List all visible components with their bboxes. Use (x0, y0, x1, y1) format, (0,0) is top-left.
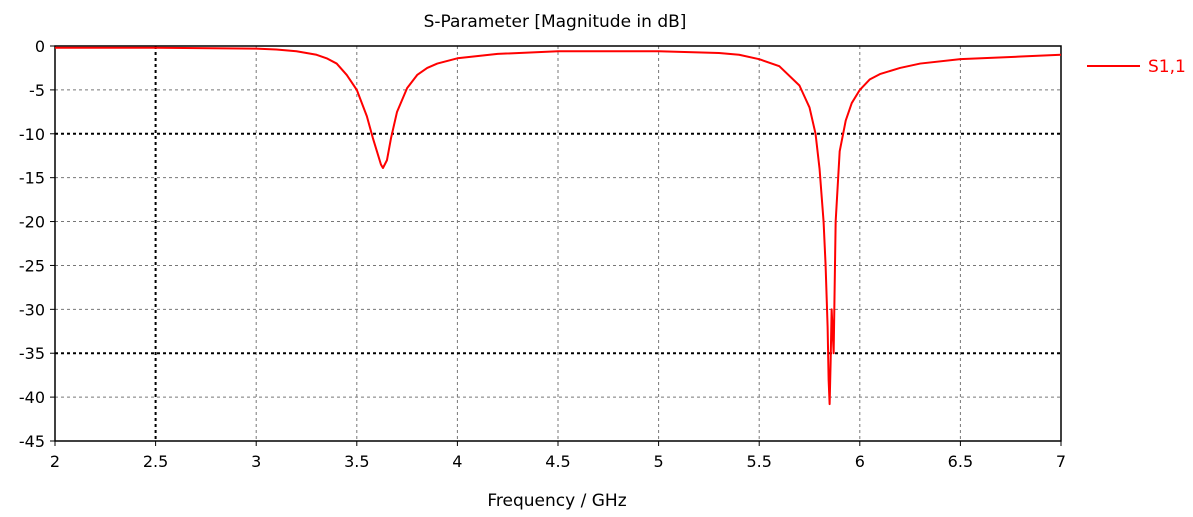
y-tick-label: -25 (19, 256, 45, 275)
y-tick-label: -35 (19, 344, 45, 363)
x-tick-label: 2.5 (143, 452, 168, 471)
x-tick-label: 4 (452, 452, 462, 471)
x-tick-label: 2 (50, 452, 60, 471)
y-tick-label: -10 (19, 125, 45, 144)
y-tick-label: -5 (29, 81, 45, 100)
x-tick-label: 3 (251, 452, 261, 471)
x-tick-label: 6 (855, 452, 865, 471)
series-line-s11 (55, 46, 1062, 406)
plot-area-frame (54, 45, 1062, 442)
y-axis-ticks: 0 -5 -10 -15 -20 -25 -30 -35 -40 -45 (19, 37, 55, 451)
x-tick-label: 4.5 (545, 452, 570, 471)
y-tick-label: -15 (19, 169, 45, 188)
y-tick-label: -20 (19, 213, 45, 232)
chart-title: S-Parameter [Magnitude in dB] (424, 12, 687, 32)
x-tick-label: 6.5 (948, 452, 973, 471)
x-tick-label: 5.5 (746, 452, 771, 471)
y-tick-label: 0 (35, 37, 45, 56)
x-axis-label: Frequency / GHz (487, 491, 626, 511)
y-tick-label: -40 (19, 388, 45, 407)
x-tick-label: 5 (654, 452, 664, 471)
series-group (55, 46, 1062, 406)
legend-label-s11: S1,1 (1148, 57, 1186, 77)
y-tick-label: -30 (19, 300, 45, 319)
x-axis-ticks: 2 2.5 3 3.5 4 4.5 5 5.5 6 6.5 7 (50, 441, 1066, 471)
y-tick-label: -45 (19, 432, 45, 451)
x-tick-label: 7 (1056, 452, 1066, 471)
grid-lines (55, 46, 1061, 441)
x-tick-label: 3.5 (344, 452, 369, 471)
legend: S1,1 (1087, 57, 1186, 77)
